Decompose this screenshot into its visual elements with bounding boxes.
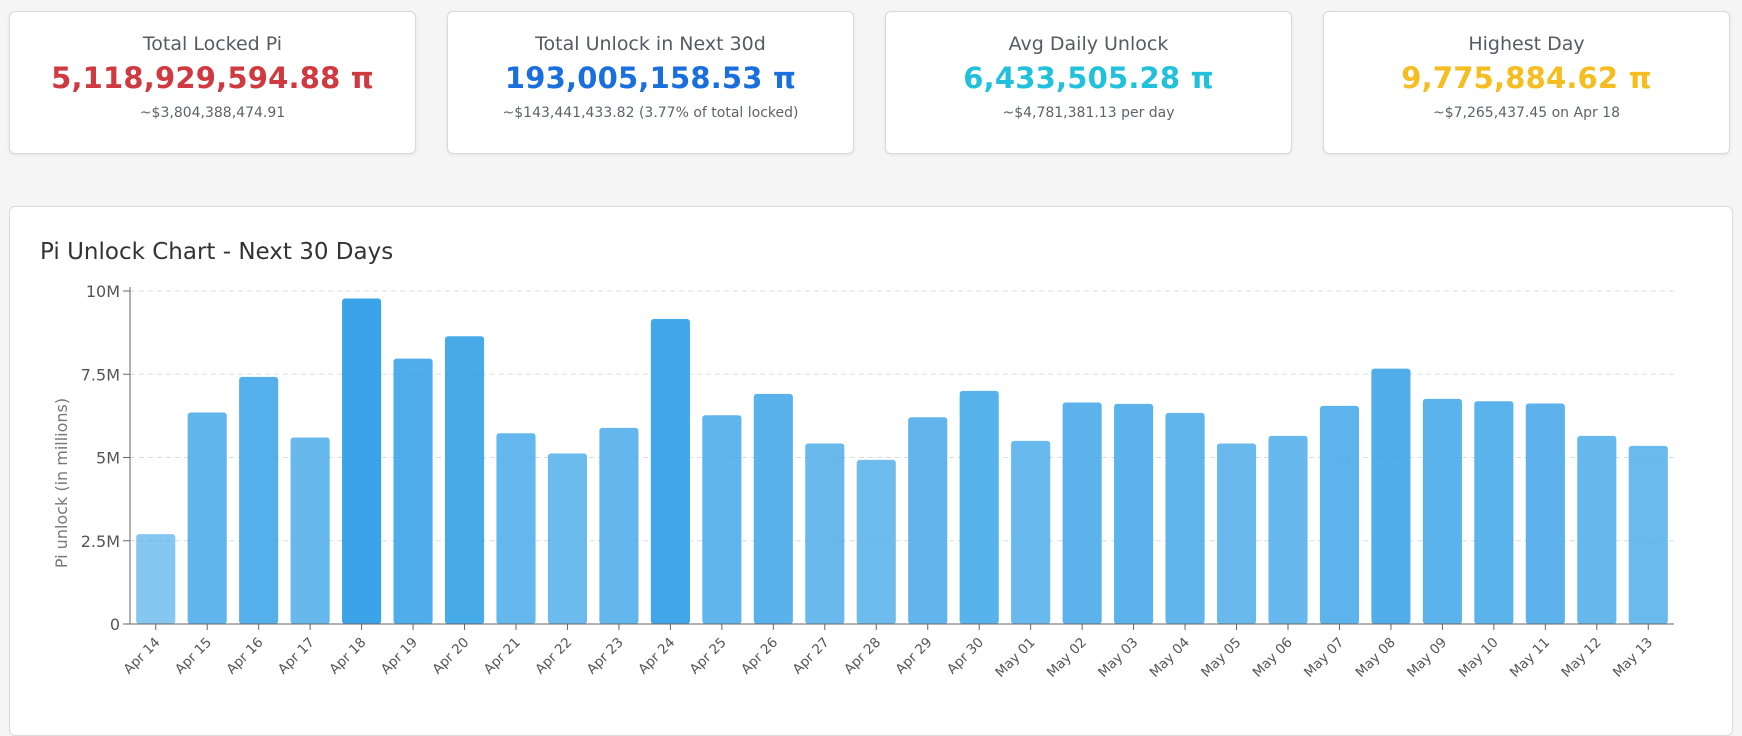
card-value: 193,005,158.53 π — [504, 61, 797, 95]
x-tick-label: Apr 27 — [790, 635, 833, 678]
x-tick-label: Apr 28 — [841, 635, 884, 678]
x-tick-label: Apr 16 — [223, 635, 266, 678]
x-tick-label: May 04 — [1147, 635, 1193, 681]
x-tick-label: May 10 — [1455, 635, 1501, 681]
x-tick-label: May 01 — [992, 635, 1038, 681]
bar-apr-15[interactable] — [187, 412, 227, 624]
card-total-locked: Total Locked Pi 5,118,929,594.88 π ~$3,8… — [9, 11, 416, 154]
x-tick-label: Apr 22 — [532, 635, 575, 678]
x-tick-label: May 09 — [1404, 635, 1450, 681]
y-tick-label: 2.5M — [81, 532, 120, 551]
x-tick-label: Apr 30 — [944, 635, 987, 678]
bar-apr-20[interactable] — [444, 336, 485, 624]
bars — [136, 298, 1668, 624]
card-title: Total Unlock in Next 30d — [535, 33, 766, 55]
x-tick-label: May 03 — [1095, 635, 1141, 681]
bar-may-05[interactable] — [1216, 443, 1257, 624]
bar-apr-23[interactable] — [599, 427, 639, 624]
bar-apr-30[interactable] — [959, 390, 999, 624]
bar-may-08[interactable] — [1371, 368, 1411, 624]
card-subtext: ~$7,265,437.45 on Apr 18 — [1433, 105, 1620, 121]
card-title: Total Locked Pi — [142, 33, 283, 55]
y-tick-label: 5M — [96, 449, 120, 468]
x-axis: Apr 14 Apr 15 Apr 16 Apr 17 Apr 18 Apr 19 Apr … — [121, 623, 1674, 681]
x-tick-label: May 13 — [1610, 635, 1656, 681]
bar-may-01[interactable] — [1011, 440, 1051, 624]
y-tick-label: 10M — [86, 282, 120, 301]
x-tick-label: Apr 25 — [687, 635, 730, 678]
bar-apr-22[interactable] — [547, 453, 588, 624]
y-axis-title: Pi unlock (in millions) — [52, 398, 71, 568]
bar-may-03[interactable] — [1114, 403, 1154, 624]
y-axis: 0 2.5M 5M 7.5M 10M — [81, 282, 131, 634]
card-title: Highest Day — [1468, 33, 1585, 55]
summary-cards: Total Locked Pi 5,118,929,594.88 π ~$3,8… — [9, 11, 1730, 154]
bar-may-12[interactable] — [1577, 435, 1617, 624]
x-tick-label: May 05 — [1198, 635, 1244, 681]
bar-apr-16[interactable] — [239, 376, 279, 624]
chart-panel: Pi Unlock Chart - Next 30 Days 0 2.5M 5M 7.… — [9, 206, 1733, 736]
bar-apr-21[interactable] — [496, 433, 536, 624]
y-tick-label: 0 — [110, 615, 120, 634]
card-subtext: ~$4,781,381.13 per day — [1002, 105, 1175, 121]
x-tick-label: Apr 17 — [275, 635, 318, 678]
card-title: Avg Daily Unlock — [1008, 33, 1169, 55]
chart-title: Pi Unlock Chart - Next 30 Days — [40, 239, 394, 265]
bar-apr-14[interactable] — [136, 534, 176, 624]
x-tick-label: May 11 — [1507, 635, 1553, 681]
bar-apr-27[interactable] — [805, 443, 845, 624]
x-tick-label: Apr 26 — [738, 635, 781, 678]
bar-apr-17[interactable] — [290, 437, 330, 624]
bar-may-09[interactable] — [1422, 398, 1462, 624]
card-highest-day: Highest Day 9,775,884.62 π ~$7,265,437.4… — [1323, 11, 1730, 154]
bar-apr-18[interactable] — [342, 298, 382, 624]
x-tick-label: Apr 21 — [481, 635, 524, 678]
bar-may-11[interactable] — [1525, 403, 1565, 624]
bar-apr-28[interactable] — [856, 459, 896, 624]
x-tick-label: May 02 — [1044, 635, 1090, 681]
bar-may-13[interactable] — [1628, 445, 1668, 624]
bar-apr-26[interactable] — [753, 393, 793, 624]
bar-apr-29[interactable] — [908, 417, 948, 624]
x-tick-label: May 06 — [1250, 635, 1296, 681]
x-tick-label: Apr 18 — [326, 635, 369, 678]
bar-apr-25[interactable] — [702, 415, 742, 624]
bar-may-04[interactable] — [1165, 412, 1205, 624]
card-value: 5,118,929,594.88 π — [51, 61, 374, 95]
bar-may-02[interactable] — [1062, 402, 1102, 624]
bar-apr-19[interactable] — [393, 358, 433, 624]
card-value: 6,433,505.28 π — [963, 61, 1214, 95]
x-tick-label: May 07 — [1301, 635, 1347, 681]
x-tick-label: Apr 24 — [635, 635, 678, 678]
x-tick-label: May 08 — [1353, 635, 1399, 681]
card-unlock-30d: Total Unlock in Next 30d 193,005,158.53 … — [447, 11, 854, 154]
x-tick-label: Apr 19 — [378, 635, 421, 678]
y-tick-label: 7.5M — [81, 365, 120, 384]
x-tick-label: Apr 14 — [121, 635, 164, 678]
card-subtext: ~$143,441,433.82 (3.77% of total locked) — [502, 105, 799, 121]
card-subtext: ~$3,804,388,474.91 — [139, 105, 286, 121]
bar-apr-24[interactable] — [650, 318, 690, 624]
card-avg-daily: Avg Daily Unlock 6,433,505.28 π ~$4,781,… — [885, 11, 1292, 154]
bar-may-10[interactable] — [1474, 401, 1514, 624]
x-tick-label: Apr 20 — [429, 635, 472, 678]
x-tick-label: May 12 — [1558, 635, 1604, 681]
x-tick-label: Apr 23 — [584, 635, 627, 678]
x-tick-label: Apr 29 — [893, 635, 936, 678]
bar-may-07[interactable] — [1319, 405, 1360, 624]
x-tick-label: Apr 15 — [172, 635, 215, 678]
bar-may-06[interactable] — [1268, 435, 1308, 624]
card-value: 9,775,884.62 π — [1401, 61, 1652, 95]
